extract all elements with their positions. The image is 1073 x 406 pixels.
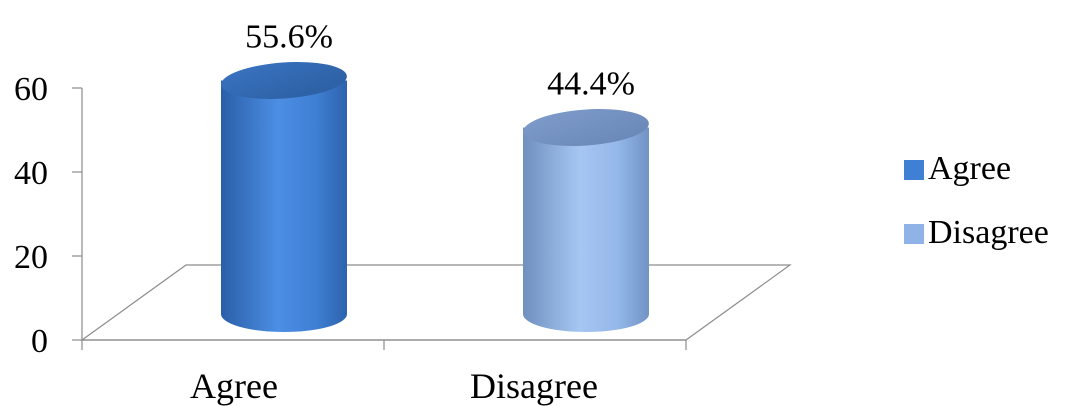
data-labels-group: 55.6% 44.4% — [245, 18, 635, 102]
x-tick-label-disagree: Disagree — [470, 366, 598, 406]
legend-swatch-disagree — [904, 224, 924, 244]
y-tick-label: 20 — [14, 239, 48, 276]
bar-top — [523, 109, 649, 147]
legend-label-agree: Agree — [928, 150, 1011, 187]
chart-floor — [80, 264, 792, 341]
data-label-agree: 55.6% — [245, 18, 333, 55]
y-tick-label: 0 — [31, 323, 48, 360]
data-label-disagree: 44.4% — [547, 66, 635, 103]
y-axis-ticks: 0 20 40 60 — [14, 71, 82, 360]
bar-disagree — [523, 109, 649, 333]
bars-group — [221, 61, 649, 333]
y-tick-label: 40 — [14, 155, 48, 192]
bar-body — [523, 127, 649, 333]
legend-swatch-agree — [904, 160, 924, 180]
y-tick-label: 60 — [14, 71, 48, 108]
x-tick-label-agree: Agree — [190, 366, 278, 406]
x-axis-ticks: Agree Disagree — [81, 340, 687, 406]
bar-body — [221, 80, 347, 332]
bar-agree — [221, 61, 347, 332]
legend: Agree Disagree — [904, 150, 1049, 251]
bar-top — [221, 61, 347, 99]
legend-label-disagree: Disagree — [928, 214, 1049, 251]
